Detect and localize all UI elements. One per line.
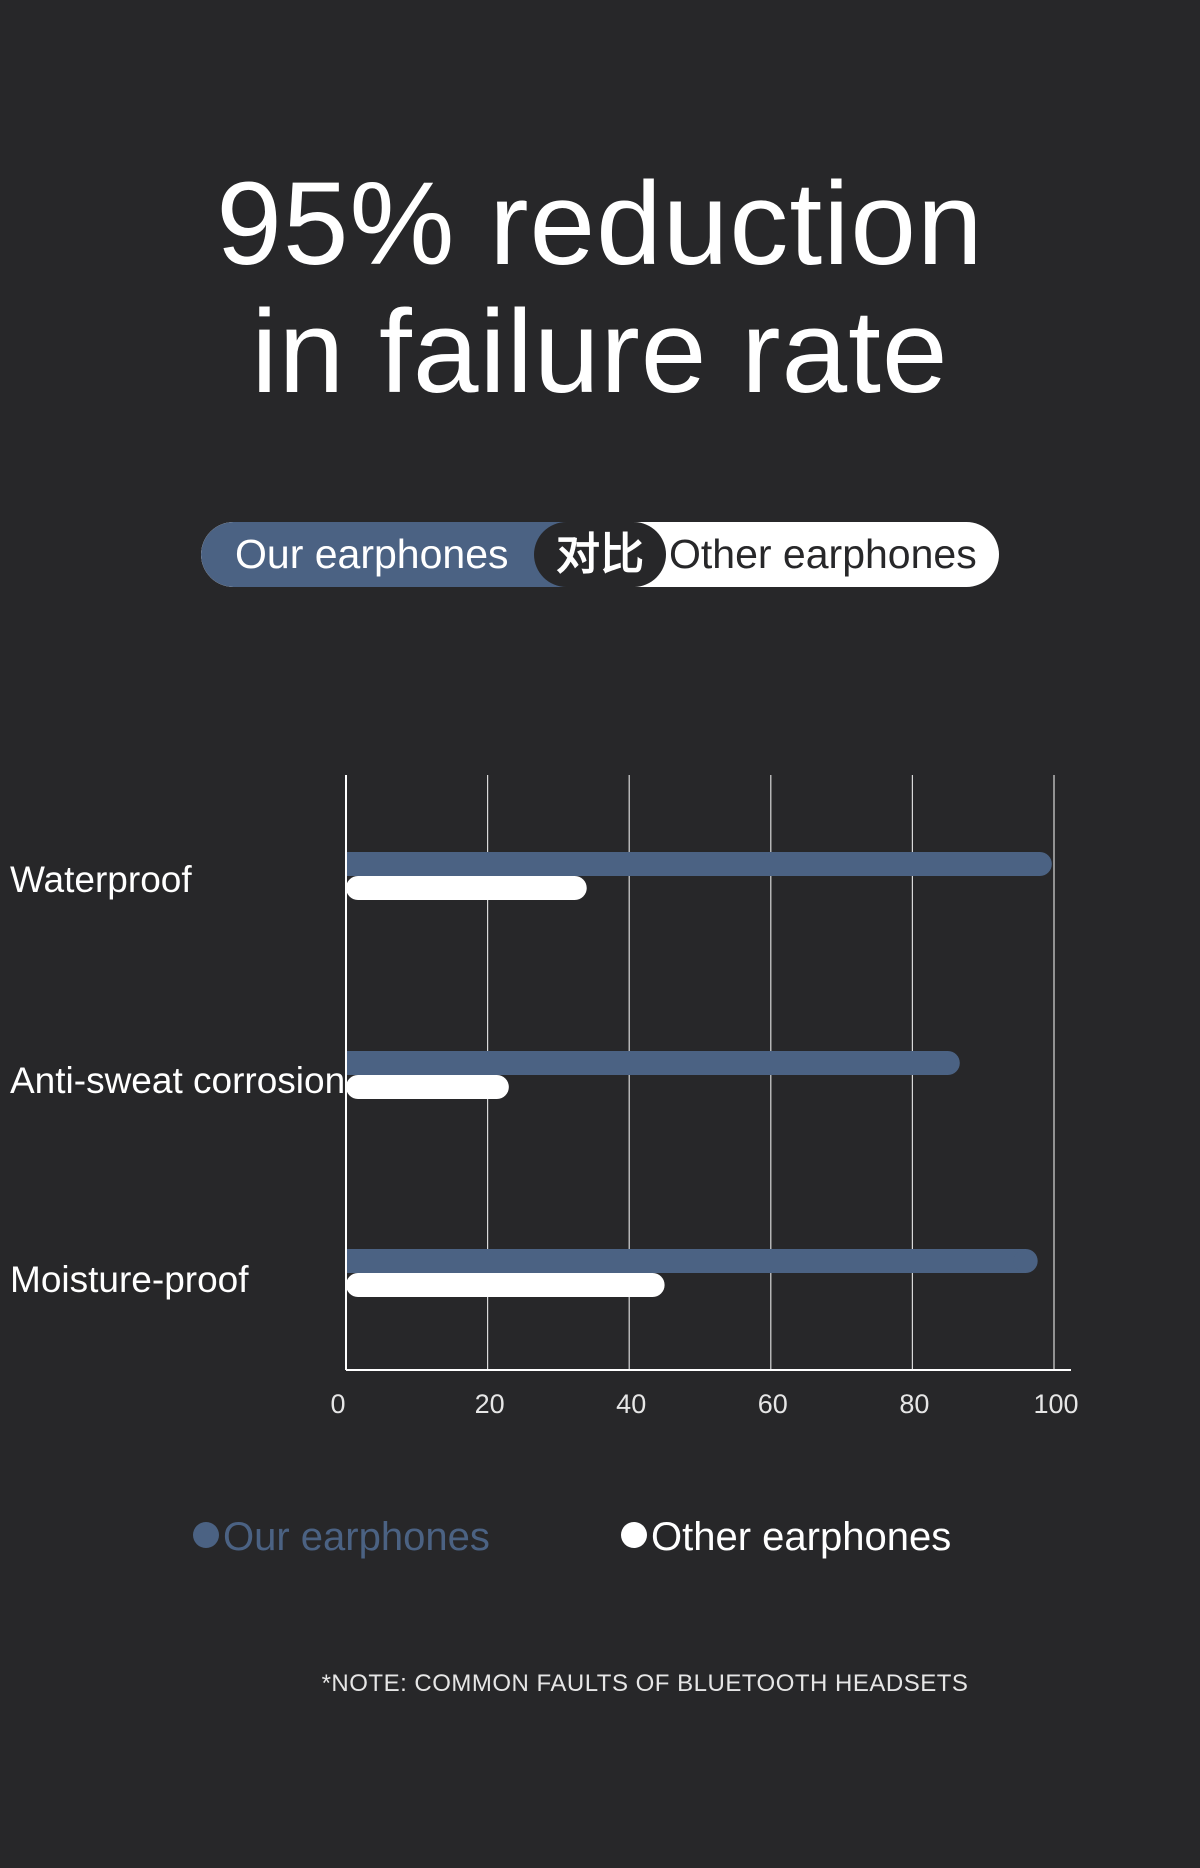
bar-our-earphones-moisture-proof	[346, 1249, 1026, 1273]
bar-our-earphones-moisture-proof-cap	[1013, 1249, 1038, 1273]
x-tick-label-20: 20	[475, 1389, 505, 1419]
bar-our-earphones-anti-sweat-corrosion	[346, 1051, 948, 1075]
pill-compare-badge: 对比	[534, 522, 666, 587]
bar-our-earphones-waterproof-cap	[1027, 852, 1052, 876]
headline-line-1: 95% reduction	[216, 158, 984, 290]
legend-dot-other-earphones	[621, 1522, 647, 1549]
category-label-moisture-proof: Moisture-proof	[10, 1259, 249, 1300]
headline: 95% reduction in failure rate	[0, 160, 1200, 416]
legend-item-other-earphones: Other earphones	[621, 1512, 951, 1562]
bar-our-earphones-waterproof	[346, 852, 1040, 876]
bar-chart: 0 20 40 60 80 100	[330, 775, 1079, 1419]
legend-label-our-earphones: Our earphones	[223, 1515, 490, 1559]
x-tick-label-100: 100	[1033, 1389, 1078, 1419]
bar-other-earphones-moisture-proof	[346, 1273, 665, 1297]
bar-other-earphones-waterproof	[346, 876, 587, 900]
category-label-anti-sweat-corrosion: Anti-sweat corrosion	[10, 1060, 346, 1101]
headline-line-2: in failure rate	[251, 286, 949, 418]
bar-other-earphones-anti-sweat-corrosion	[346, 1075, 509, 1099]
category-label-waterproof: Waterproof	[10, 859, 192, 900]
pill-left-segment	[201, 522, 591, 587]
bar-our-earphones-anti-sweat-corrosion-cap	[935, 1051, 960, 1075]
x-tick-label-40: 40	[616, 1389, 646, 1419]
legend-item-our-earphones: Our earphones	[193, 1512, 490, 1562]
comparison-pill: Our earphones Other earphones 对比	[201, 522, 999, 587]
pill-other-earphones-label: Other earphones	[669, 531, 977, 577]
x-tick-label-80: 80	[899, 1389, 929, 1419]
footnote: *NOTE: COMMON FAULTS OF BLUETOOTH HEADSE…	[321, 1670, 969, 1697]
legend-label-other-earphones: Other earphones	[651, 1515, 952, 1559]
x-tick-label-60: 60	[758, 1389, 788, 1419]
legend-dot-our-earphones	[193, 1522, 219, 1549]
pill-our-earphones-label: Our earphones	[235, 531, 509, 577]
x-tick-label-0: 0	[330, 1389, 345, 1419]
